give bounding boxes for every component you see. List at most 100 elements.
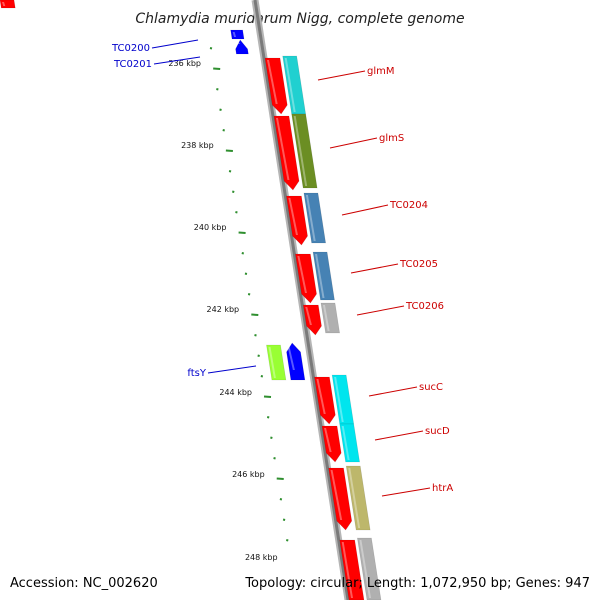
gene-arrow-right-highlight — [293, 116, 308, 186]
map-title: Chlamydia muridarum Nigg, complete genom… — [135, 11, 464, 27]
gene-arrow-forward — [328, 467, 353, 531]
scale-tick-label: 244 kbp — [219, 388, 252, 397]
gene-arrow-forward — [264, 57, 288, 115]
gene-arrow-forward-highlight — [316, 379, 326, 414]
gene-label-succ[interactable]: sucC — [419, 382, 443, 393]
scale-minor-tick — [222, 129, 225, 132]
gene-arrow-forward-highlight — [266, 60, 278, 104]
gene-label-sucd[interactable]: sucD — [425, 426, 450, 437]
gene-arrow-right-highlight — [348, 468, 361, 528]
scale-minor-tick — [273, 457, 276, 460]
gene-label-tc0201[interactable]: TC0201 — [113, 59, 152, 70]
callout-line — [374, 430, 424, 441]
scale-major-tick — [263, 395, 272, 398]
callout-line — [381, 487, 431, 497]
scale-minor-tick — [254, 334, 257, 337]
scale-tick-label: 236 kbp — [168, 59, 201, 68]
callout-line — [368, 386, 418, 397]
scale-minor-tick — [216, 88, 219, 91]
scale-minor-tick — [241, 252, 245, 255]
gene-arrow-forward — [302, 304, 322, 336]
gene-label-glmm[interactable]: glmM — [367, 66, 395, 77]
callout-line — [350, 263, 399, 274]
gene-arrow-forward-highlight — [305, 307, 312, 325]
gene-arrow-right — [320, 302, 340, 334]
gene-label-glms[interactable]: glmS — [379, 133, 404, 144]
callout-line — [207, 365, 257, 374]
scale-major-tick — [238, 231, 246, 234]
scale-minor-tick — [270, 436, 273, 439]
gene-arrow-right-highlight — [359, 540, 371, 598]
gene-arrow-reverse — [235, 39, 249, 55]
gene-arrow-forward — [314, 376, 336, 425]
gene-arrow-reverse — [286, 342, 306, 381]
gene-arrow-right — [312, 251, 335, 301]
gene-arrow-right-highlight — [315, 254, 325, 298]
scale-major-tick — [213, 67, 221, 70]
gene-label-tc0206[interactable]: TC0206 — [405, 301, 444, 312]
gene-arrow-right-highlight — [284, 58, 296, 112]
gene-arrow-forward — [321, 425, 342, 463]
gene-arrow-forward-highlight — [275, 118, 290, 180]
gene-arrow-reverse-highlight — [287, 345, 295, 370]
gene-arrow-forward — [295, 253, 317, 304]
scale-minor-tick — [209, 47, 213, 50]
gene-arrow-right-highlight — [322, 305, 330, 331]
scale-major-tick — [225, 149, 233, 152]
scale-tick-label: 240 kbp — [194, 223, 227, 232]
gene-label-tc0205[interactable]: TC0205 — [399, 259, 438, 270]
gene-arrow-right-highlight — [341, 426, 350, 460]
gene-arrow-right — [291, 113, 318, 189]
scale-major-tick — [251, 313, 259, 316]
gene-arrow-reverse — [230, 29, 245, 40]
scale-minor-tick — [286, 539, 289, 542]
gene-arrow-right — [339, 423, 360, 463]
scale-axis: 236 kbp 238 kbp 240 kbp 242 kbp 244 kbp 246 k… — [168, 47, 289, 562]
gene-arrow-reverse-highlight — [268, 347, 276, 378]
gene-arrow-right — [357, 537, 382, 600]
gene-arrow-forward — [273, 115, 300, 191]
scale-tick-label: 242 kbp — [207, 305, 240, 314]
genome-summary-text: Topology: circular; Length: 1,072,950 bp… — [244, 576, 590, 591]
scale-minor-tick — [257, 354, 260, 357]
scale-minor-tick — [228, 170, 232, 173]
gene-arrow-forward-highlight — [330, 470, 343, 520]
callout-line — [356, 305, 405, 316]
gene-arrow-forward-highlight — [297, 256, 307, 293]
gene-arrow-forward-highlight — [288, 198, 298, 235]
gene-arrow-forward-highlight — [2, 2, 6, 6]
callout-line — [151, 39, 199, 49]
gene-label-htra[interactable]: htrA — [432, 483, 453, 494]
scale-minor-tick — [279, 498, 283, 501]
callout-line — [329, 137, 378, 149]
scale-minor-tick — [244, 272, 248, 275]
gene-label-tc0204[interactable]: TC0204 — [389, 200, 428, 211]
gene-arrow-reverse-highlight — [236, 42, 241, 44]
scale-tick-label: 248 kbp — [245, 553, 278, 562]
scale-tick-label: 246 kbp — [232, 470, 265, 479]
accession-text: Accession: NC_002620 — [10, 576, 158, 591]
gene-arrow-reverse — [266, 344, 287, 381]
scale-minor-tick — [282, 518, 286, 521]
gene-arrow-forward-highlight — [324, 428, 332, 452]
gene-label-ftsy[interactable]: ftsY — [187, 368, 206, 379]
gene-arrow-right — [345, 465, 371, 531]
gene-arrow-forward-highlight — [341, 542, 353, 598]
scale-minor-tick — [231, 190, 235, 193]
callout-line — [341, 204, 389, 216]
gene-label-tc0200[interactable]: TC0200 — [111, 43, 150, 54]
scale-tick-label: 238 kbp — [181, 141, 214, 150]
callout-line — [317, 70, 366, 81]
gene-arrow-right-highlight — [334, 377, 344, 422]
gene-arrow-right-highlight — [305, 195, 316, 241]
genome-backbone — [251, 0, 352, 600]
scale-minor-tick — [266, 416, 270, 419]
scale-minor-tick — [235, 211, 238, 214]
scale-major-tick — [276, 477, 284, 480]
gene-callouts: TC0200 TC0201 ftsY glmM glmS TC0204 TC0205 TC02… — [111, 39, 453, 497]
scale-minor-tick — [260, 375, 264, 378]
gene-arrow-right — [303, 192, 327, 244]
gene-arrow-forward — [286, 195, 308, 246]
gene-features — [0, 0, 382, 600]
